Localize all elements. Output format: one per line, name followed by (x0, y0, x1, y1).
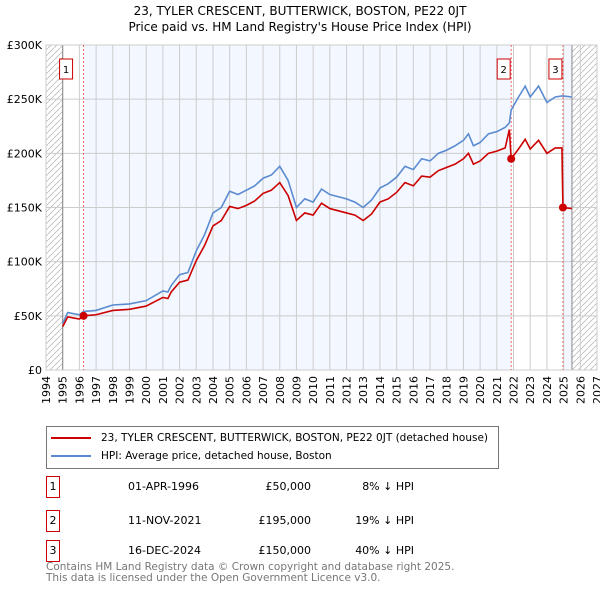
legend-label: 23, TYLER CRESCENT, BUTTERWICK, BOSTON, … (101, 432, 488, 444)
y-tick-label: £100K (7, 256, 43, 269)
y-tick-label: £300K (7, 39, 43, 52)
x-tick-label: 1996 (73, 376, 86, 404)
chart-subtitle: Price paid vs. HM Land Registry's House … (128, 20, 472, 34)
sale-hpi-diff: 19% ↓ HPI (355, 514, 414, 527)
legend-swatch-red (51, 437, 91, 439)
price-paid-line (61, 129, 573, 328)
x-tick-label: 2024 (541, 376, 554, 404)
x-tick-label: 2027 (591, 376, 600, 404)
sale-hpi-diff: 8% ↓ HPI (362, 480, 414, 493)
hpi-line (61, 84, 573, 324)
x-tick-label: 1995 (57, 376, 70, 404)
y-tick-label: £200K (7, 147, 43, 160)
sale-badge: 3 (46, 540, 60, 562)
x-tick-label: 2026 (574, 376, 587, 404)
x-tick-label: 2002 (174, 376, 187, 404)
x-tick-label: 2018 (441, 376, 454, 404)
x-tick-label: 2007 (257, 376, 270, 404)
chart-title: 23, TYLER CRESCENT, BUTTERWICK, BOSTON, … (133, 4, 467, 18)
x-tick-label: 2006 (240, 376, 253, 404)
x-tick-label: 2019 (457, 376, 470, 404)
x-tick-label: 2010 (307, 376, 320, 404)
x-tick-label: 1997 (90, 376, 103, 404)
footer-copyright: Contains HM Land Registry data © Crown c… (46, 561, 455, 573)
sale-label-box (548, 58, 563, 80)
sale-label-box (59, 58, 74, 80)
y-tick-label: £50K (14, 310, 43, 323)
x-tick-label: 2004 (207, 376, 220, 404)
sale-point (79, 311, 88, 320)
x-tick-label: 2014 (374, 376, 387, 404)
sale-hpi-diff: 40% ↓ HPI (355, 544, 414, 557)
sale-badge: 2 (46, 510, 60, 532)
y-tick-label: £150K (7, 202, 43, 215)
x-tick-label: 1994 (40, 376, 53, 404)
sale-badge: 1 (46, 476, 60, 498)
x-tick-label: 1998 (107, 376, 120, 404)
sale-label: 3 (552, 65, 558, 76)
x-tick-label: 2025 (558, 376, 571, 404)
x-tick-label: 2016 (407, 376, 420, 404)
y-tick-label: £0 (28, 364, 42, 377)
sale-label: 1 (63, 65, 69, 76)
x-tick-label: 2023 (524, 376, 537, 404)
x-tick-label: 2008 (274, 376, 287, 404)
x-tick-label: 2020 (474, 376, 487, 404)
sale-label: 2 (500, 65, 506, 76)
sale-point (558, 203, 567, 212)
x-tick-label: 2001 (157, 376, 170, 404)
footer-licence: This data is licensed under the Open Gov… (46, 572, 381, 584)
plot-area: 1994 1995 1996 1997 1998 1999 2000 2001 2002 2003… (7, 39, 600, 404)
sale-date: 01-APR-1996 (128, 480, 200, 493)
x-tick-label: 2022 (508, 376, 521, 404)
x-tick-label: 2011 (324, 376, 337, 404)
x-tick-label: 2017 (424, 376, 437, 404)
legend-item-hpi: HPI: Average price, detached house, Bost… (51, 448, 332, 464)
sale-point (507, 154, 516, 163)
legend-label: HPI: Average price, detached house, Bost… (101, 450, 332, 462)
sale-price: £50,000 (265, 480, 312, 493)
legend-swatch-blue (51, 455, 91, 457)
x-tick-label: 2009 (290, 376, 303, 404)
y-tick-label: £250K (7, 93, 43, 106)
sale-date: 11-NOV-2021 (128, 514, 202, 527)
x-tick-label: 2012 (341, 376, 354, 404)
legend-item-price-paid: 23, TYLER CRESCENT, BUTTERWICK, BOSTON, … (51, 430, 488, 446)
sale-price: £150,000 (258, 544, 312, 557)
x-tick-label: 2015 (391, 376, 404, 404)
x-tick-label: 2000 (140, 376, 153, 404)
x-tick-label: 1999 (123, 376, 136, 404)
sale-label-box (496, 58, 511, 80)
sale-date: 16-DEC-2024 (128, 544, 202, 557)
x-tick-label: 2013 (357, 376, 370, 404)
legend: 23, TYLER CRESCENT, BUTTERWICK, BOSTON, … (46, 426, 499, 469)
plot-border (45, 44, 598, 371)
x-tick-label: 2005 (224, 376, 237, 404)
x-tick-label: 2003 (190, 376, 203, 404)
x-tick-label: 2021 (491, 376, 504, 404)
sale-price: £195,000 (258, 514, 312, 527)
